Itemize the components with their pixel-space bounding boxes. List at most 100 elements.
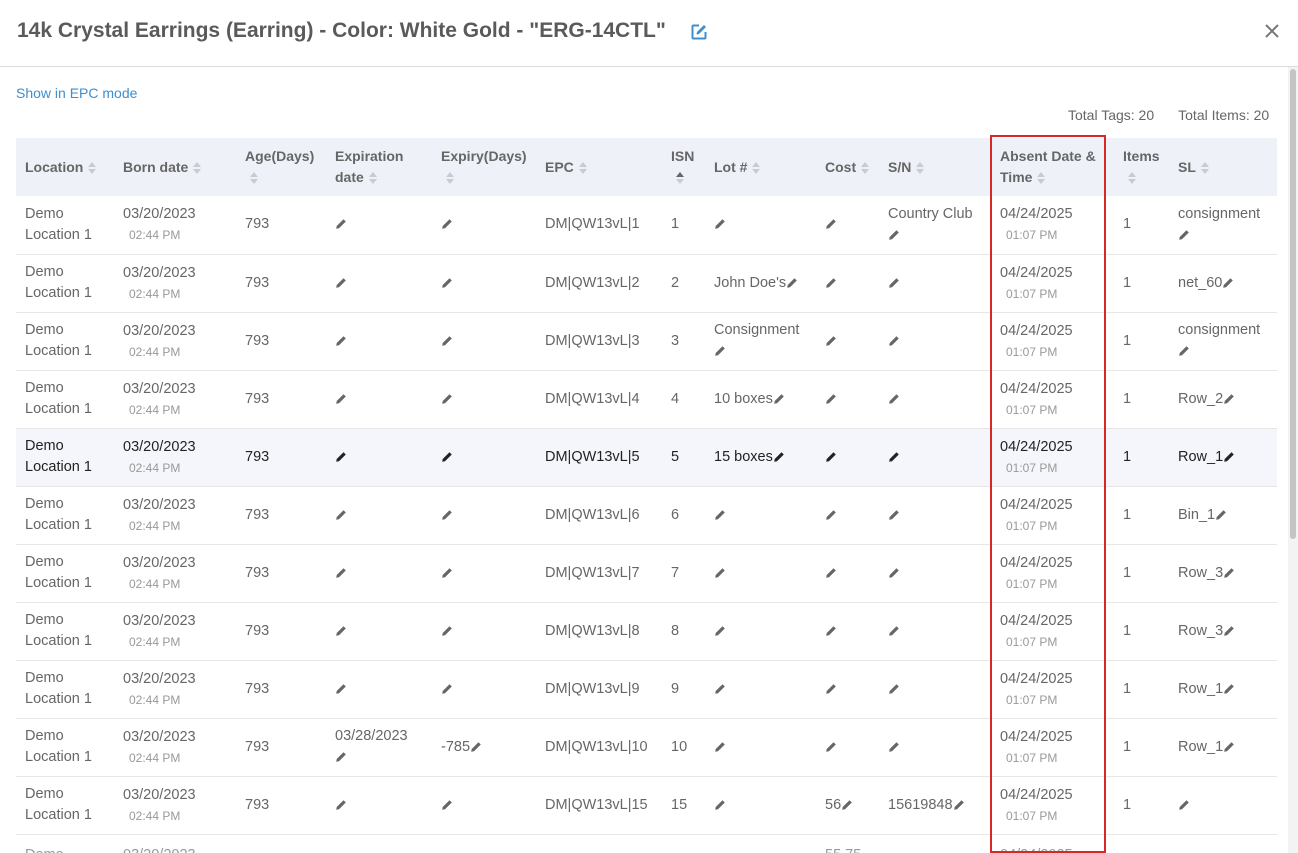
cell-sl[interactable]: Row_3	[1169, 602, 1277, 660]
edit-expiration-icon[interactable]	[335, 567, 347, 579]
table-row[interactable]: Demo Location 1 03/20/2023 02:44 PM 793 DM|Q…	[16, 312, 1277, 370]
edit-expiration-icon[interactable]	[335, 625, 347, 637]
edit-sn-icon[interactable]	[888, 741, 900, 753]
edit-expiry-days-icon[interactable]	[441, 799, 453, 811]
edit-sl-icon[interactable]	[1223, 451, 1235, 463]
cell-sl[interactable]: net_60	[1169, 254, 1277, 312]
cell-lot[interactable]	[705, 544, 816, 602]
sort-icon[interactable]	[1037, 171, 1046, 185]
cell-sn[interactable]	[879, 428, 991, 486]
cell-expiration[interactable]	[326, 602, 432, 660]
cell-cost[interactable]	[816, 312, 879, 370]
sort-icon[interactable]	[193, 161, 202, 175]
cell-sn[interactable]	[879, 602, 991, 660]
edit-expiry-days-icon[interactable]	[441, 393, 453, 405]
table-row[interactable]: Demo Location 1 03/20/2023 02:44 PM 793 DM|Q…	[16, 602, 1277, 660]
table-row[interactable]: Demo Location 1 03/20/2023 02:44 PM 793 DM|Q…	[16, 776, 1277, 834]
edit-expiry-days-icon[interactable]	[441, 277, 453, 289]
cell-lot[interactable]: 15 boxes	[705, 428, 816, 486]
edit-lot-icon[interactable]	[714, 567, 726, 579]
cell-sl[interactable]: Row_1	[1169, 660, 1277, 718]
edit-lot-icon[interactable]	[714, 218, 726, 230]
edit-expiry-days-icon[interactable]	[441, 509, 453, 521]
edit-expiry-days-icon[interactable]	[441, 218, 453, 230]
cell-expiration[interactable]	[326, 254, 432, 312]
edit-sl-icon[interactable]	[1222, 277, 1234, 289]
edit-cost-icon[interactable]	[825, 335, 837, 347]
edit-expiry-days-icon[interactable]	[441, 683, 453, 695]
sort-icon[interactable]	[861, 161, 870, 175]
cell-lot[interactable]	[705, 486, 816, 544]
edit-expiry-days-icon[interactable]	[441, 625, 453, 637]
column-header-expiry-days[interactable]: Expiry(Days)	[432, 138, 536, 196]
cell-expiration[interactable]	[326, 196, 432, 254]
edit-cost-icon[interactable]	[825, 741, 837, 753]
column-header-expiration-date[interactable]: Expiration date	[326, 138, 432, 196]
edit-lot-icon[interactable]	[786, 277, 798, 289]
cell-expiry-days[interactable]	[432, 312, 536, 370]
cell-expiration[interactable]	[326, 486, 432, 544]
cell-expiry-days[interactable]	[432, 196, 536, 254]
cell-lot[interactable]	[705, 196, 816, 254]
column-header-born-date[interactable]: Born date	[114, 138, 236, 196]
sort-icon[interactable]	[1128, 171, 1136, 185]
edit-expiration-icon[interactable]	[335, 335, 347, 347]
cell-lot[interactable]	[705, 602, 816, 660]
edit-expiry-days-icon[interactable]	[441, 335, 453, 347]
edit-lot-icon[interactable]	[714, 799, 726, 811]
edit-cost-icon[interactable]	[825, 393, 837, 405]
edit-expiration-icon[interactable]	[335, 751, 347, 763]
edit-expiry-days-icon[interactable]	[470, 741, 482, 753]
cell-cost[interactable]	[816, 660, 879, 718]
cell-lot[interactable]	[705, 718, 816, 776]
cell-cost[interactable]: 56	[816, 776, 879, 834]
sort-icon[interactable]	[88, 161, 97, 175]
table-row[interactable]: Demo Location 1 03/20/2023 02:44 PM 793 03/2…	[16, 718, 1277, 776]
edit-sl-icon[interactable]	[1223, 393, 1235, 405]
cell-sl[interactable]: Row_1	[1169, 718, 1277, 776]
cell-sn[interactable]	[879, 254, 991, 312]
table-row[interactable]: Demo Location 1 03/20/2023 02:44 PM 793 DM|Q…	[16, 544, 1277, 602]
edit-sn-icon[interactable]	[888, 509, 900, 521]
edit-sl-icon[interactable]	[1178, 229, 1190, 241]
cell-cost[interactable]	[816, 370, 879, 428]
edit-cost-icon[interactable]	[825, 625, 837, 637]
scrollbar-thumb[interactable]	[1290, 69, 1296, 539]
edit-lot-icon[interactable]	[714, 683, 726, 695]
column-header-s-n[interactable]: S/N	[879, 138, 991, 196]
edit-sl-icon[interactable]	[1178, 345, 1190, 357]
edit-expiry-days-icon[interactable]	[441, 567, 453, 579]
cell-expiry-days[interactable]	[432, 486, 536, 544]
cell-sn[interactable]	[879, 718, 991, 776]
cell-cost[interactable]	[816, 544, 879, 602]
cell-expiration[interactable]	[326, 370, 432, 428]
edit-sl-icon[interactable]	[1223, 683, 1235, 695]
sort-icon[interactable]	[368, 171, 377, 185]
column-header-absent-date-time[interactable]: Absent Date & Time	[991, 138, 1114, 196]
column-header-lot[interactable]: Lot #	[705, 138, 816, 196]
edit-lot-icon[interactable]	[714, 509, 726, 521]
sort-icon[interactable]	[752, 161, 761, 175]
cell-expiry-days[interactable]	[432, 254, 536, 312]
edit-lot-icon[interactable]	[773, 451, 785, 463]
cell-cost[interactable]: 55.75	[816, 834, 879, 853]
edit-sl-icon[interactable]	[1178, 799, 1190, 811]
edit-lot-icon[interactable]	[773, 393, 785, 405]
scrollbar[interactable]	[1288, 67, 1298, 853]
edit-sl-icon[interactable]	[1223, 625, 1235, 637]
column-header-sl[interactable]: SL	[1169, 138, 1277, 196]
cell-sn[interactable]	[879, 544, 991, 602]
cell-expiry-days[interactable]: -785	[432, 718, 536, 776]
column-header-age-days[interactable]: Age(Days)	[236, 138, 326, 196]
cell-expiration[interactable]	[326, 312, 432, 370]
cell-expiry-days[interactable]	[432, 370, 536, 428]
cell-cost[interactable]	[816, 428, 879, 486]
sort-icon[interactable]	[676, 171, 684, 185]
edit-expiration-icon[interactable]	[335, 683, 347, 695]
edit-sl-icon[interactable]	[1223, 741, 1235, 753]
edit-cost-icon[interactable]	[825, 683, 837, 695]
edit-expiry-days-icon[interactable]	[441, 451, 453, 463]
column-header-isn[interactable]: ISN	[662, 138, 705, 196]
cell-cost[interactable]	[816, 196, 879, 254]
cell-sl[interactable]: Row_2	[1169, 370, 1277, 428]
